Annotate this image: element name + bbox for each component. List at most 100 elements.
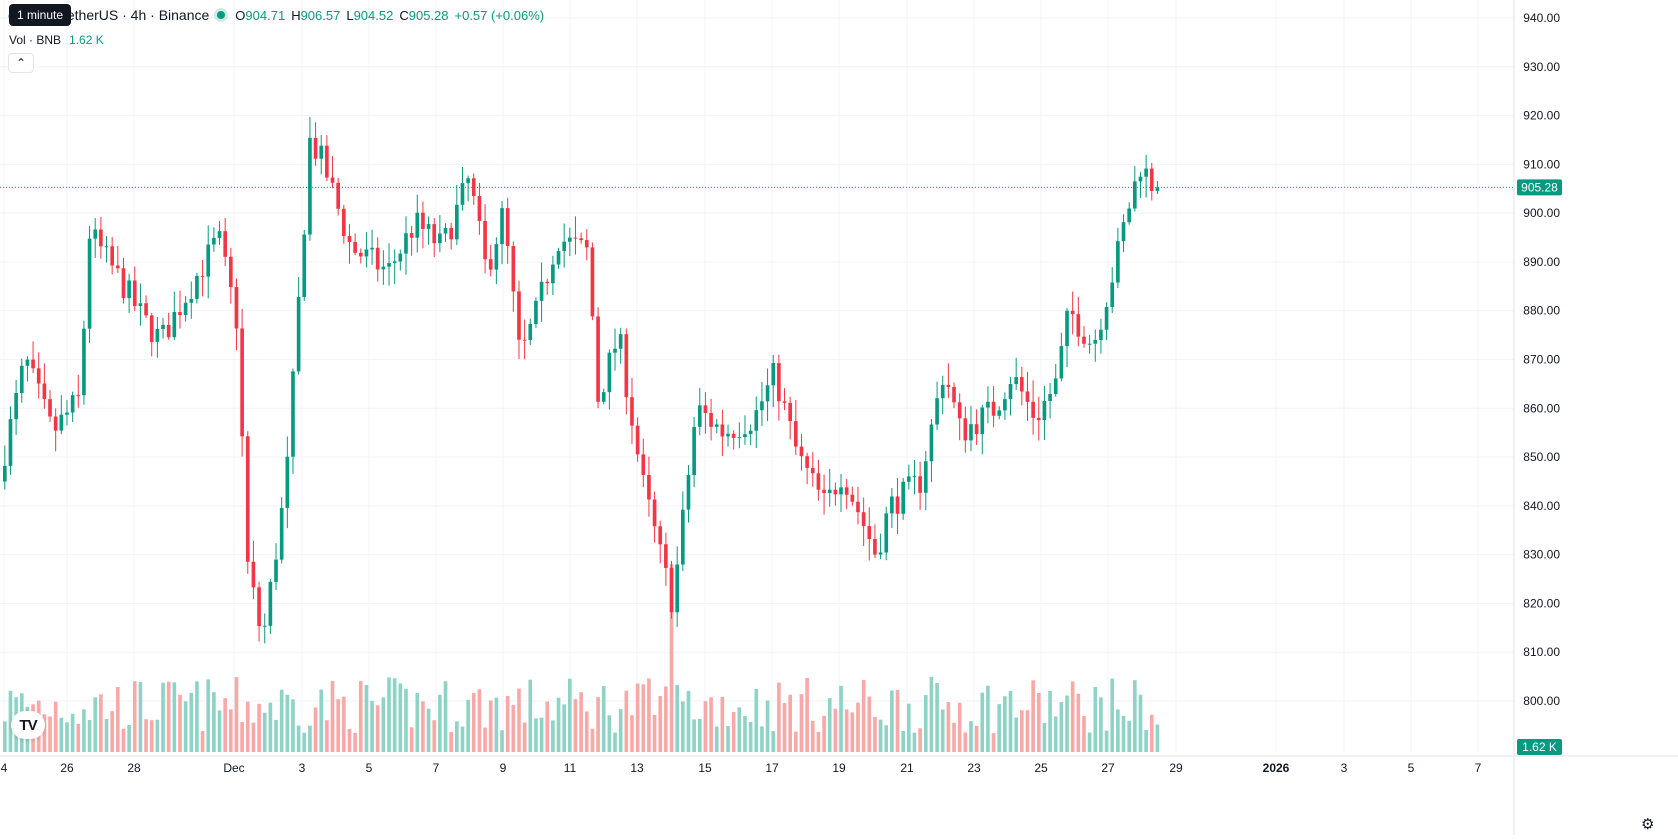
candle-body xyxy=(607,352,612,393)
candle-body xyxy=(229,256,233,287)
candle-body xyxy=(212,237,216,245)
candle-body xyxy=(805,456,809,468)
candle-body xyxy=(1031,401,1035,418)
volume-bar xyxy=(545,701,550,752)
volume-bar xyxy=(641,684,646,752)
candle-body xyxy=(262,625,267,627)
candle-body xyxy=(601,392,606,402)
candle-body xyxy=(918,476,922,493)
volume-bars xyxy=(3,564,1160,752)
volume-bar xyxy=(200,731,205,752)
candle-body xyxy=(878,552,883,555)
candle-body xyxy=(325,145,329,178)
volume-bar xyxy=(189,692,194,752)
volume-bar xyxy=(1110,678,1115,752)
volume-bar xyxy=(245,701,250,752)
volume-bar xyxy=(907,703,911,752)
volume-bar xyxy=(381,697,386,752)
volume-bar xyxy=(296,725,301,752)
candle-body xyxy=(1144,168,1148,177)
candle-body xyxy=(99,229,103,247)
candle-body xyxy=(251,561,256,588)
volume-bar xyxy=(1093,686,1098,752)
volume-bar xyxy=(635,683,640,752)
candle-body xyxy=(839,487,843,495)
volume-bar xyxy=(353,732,357,752)
volume-bar xyxy=(1104,730,1109,752)
volume-bar xyxy=(658,696,663,752)
volume-bar xyxy=(522,722,527,752)
volume-bar xyxy=(99,694,103,752)
volume-bar xyxy=(782,703,787,752)
time-tick-label: 21 xyxy=(900,761,914,775)
chart-settings-button[interactable]: ⚙ xyxy=(1641,815,1654,833)
candle-body xyxy=(652,499,657,527)
volume-bar xyxy=(1087,732,1092,752)
volume-bar xyxy=(257,703,261,752)
tradingview-logo[interactable]: TV xyxy=(11,711,45,739)
volume-bar xyxy=(810,720,815,752)
volume-bar xyxy=(833,708,838,752)
price-tick-label: 930.00 xyxy=(1523,60,1560,74)
grid xyxy=(0,0,1514,752)
candle-body xyxy=(539,281,544,301)
candle-body xyxy=(1020,377,1024,392)
candle-body xyxy=(302,234,307,298)
candle-body xyxy=(8,419,13,466)
volume-bar xyxy=(873,717,877,752)
volume-bar xyxy=(946,702,951,752)
collapse-legend-button[interactable]: ⌃ xyxy=(8,53,34,73)
volume-bar xyxy=(980,692,985,752)
candle-body xyxy=(517,291,521,340)
price-tick-label: 830.00 xyxy=(1523,548,1560,562)
volume-bar xyxy=(59,717,64,752)
candle-body xyxy=(330,177,335,183)
candle-body xyxy=(438,233,442,244)
candle-body xyxy=(562,241,566,252)
time-tick-label: 7 xyxy=(1475,761,1482,775)
candle-body xyxy=(82,328,86,396)
volume-bar xyxy=(686,690,691,752)
gear-icon: ⚙ xyxy=(1641,816,1655,833)
volume-bar xyxy=(726,726,730,752)
volume-bar xyxy=(1031,680,1035,752)
candle-body xyxy=(42,383,47,400)
time-tick-label: 23 xyxy=(967,761,981,775)
candle-body xyxy=(291,371,295,457)
volume-bar xyxy=(195,681,199,752)
candle-body xyxy=(568,237,572,242)
candle-body xyxy=(692,426,696,476)
volume-bar xyxy=(398,683,403,752)
volume-bar xyxy=(212,692,216,752)
candle-body xyxy=(87,238,92,329)
candle-body xyxy=(370,247,374,250)
symbol-legend[interactable]: e Coin / TetherUS · 4h · Binance O 904.71… xyxy=(8,7,550,23)
volume-bar xyxy=(1048,690,1052,752)
candle-body xyxy=(703,405,708,414)
candle-body xyxy=(387,263,391,267)
volume-bar xyxy=(692,719,696,752)
time-tick-label: 7 xyxy=(433,761,440,775)
volume-bar xyxy=(760,726,764,752)
time-tick-label: 26 xyxy=(60,761,74,775)
volume-bar xyxy=(618,709,623,752)
volume-bar xyxy=(268,702,273,752)
volume-legend[interactable]: Vol · BNB 1.62 K xyxy=(9,33,104,47)
candle-body xyxy=(1065,310,1069,347)
price-tick-label: 810.00 xyxy=(1523,645,1560,659)
volume-bar xyxy=(149,720,154,752)
market-status-icon xyxy=(217,11,226,19)
volume-bar xyxy=(404,688,408,752)
volume-bar xyxy=(754,688,759,752)
candle-body xyxy=(907,476,911,482)
volume-bar xyxy=(957,702,962,752)
candle-body xyxy=(48,399,52,417)
candle-body xyxy=(963,418,968,441)
candle-body xyxy=(347,235,352,242)
candle-body xyxy=(929,424,934,462)
volume-bar xyxy=(432,720,437,752)
price-tick-label: 800.00 xyxy=(1523,694,1560,708)
candle-body xyxy=(1003,399,1007,411)
